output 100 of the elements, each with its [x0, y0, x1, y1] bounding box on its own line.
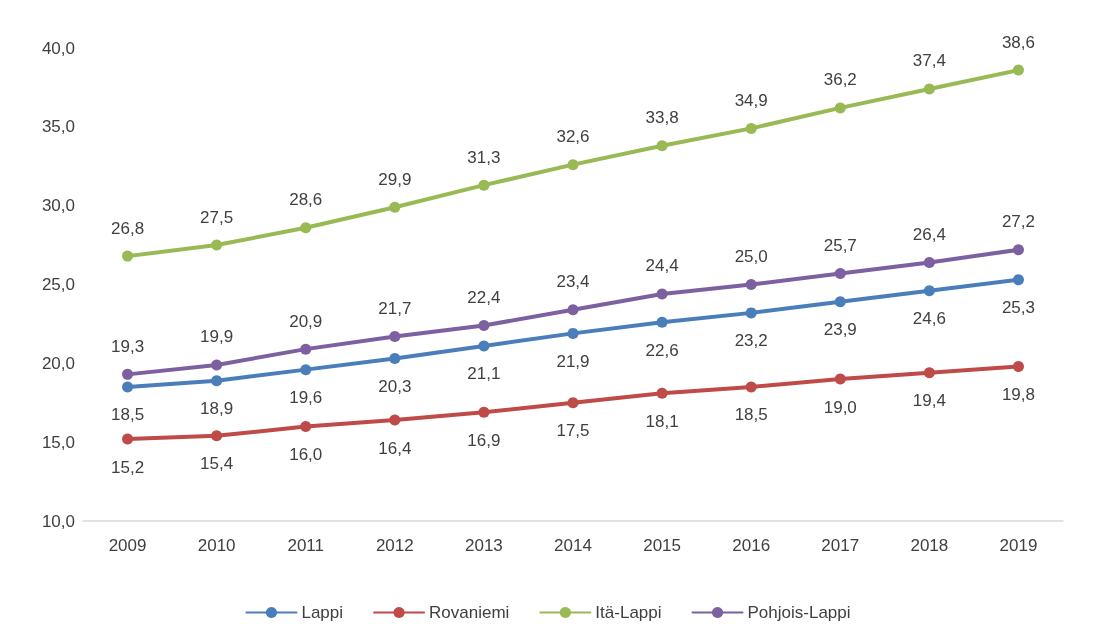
data-label: 33,8 [645, 108, 679, 128]
data-label: 31,3 [467, 147, 501, 167]
data-label: 15,2 [111, 457, 145, 477]
data-label: 18,9 [200, 399, 234, 419]
y-tick-label: 30,0 [41, 196, 75, 216]
data-label: 18,5 [734, 405, 768, 425]
x-tick-label: 2012 [375, 536, 414, 555]
data-label: 28,6 [289, 190, 323, 210]
x-tick-label: 2019 [999, 536, 1038, 555]
point [567, 159, 579, 171]
data-label: 16,4 [378, 438, 412, 458]
point [1012, 64, 1024, 76]
point [923, 83, 935, 95]
x-tick-label: 2015 [643, 536, 681, 555]
legend-label: Lappi [301, 603, 344, 622]
data-label: 19,8 [1001, 384, 1035, 404]
point [300, 343, 312, 355]
data-label: 27,5 [200, 207, 234, 227]
point [656, 288, 668, 300]
data-label: 16,9 [467, 430, 501, 450]
point [745, 307, 757, 319]
point [1012, 274, 1024, 286]
data-label: 25,0 [734, 247, 768, 266]
point [834, 296, 846, 308]
x-tick-label: 2009 [108, 536, 147, 555]
y-tick-label: 25,0 [41, 275, 75, 294]
point [923, 256, 935, 268]
data-label: 20,9 [289, 311, 323, 331]
data-label: 36,2 [823, 70, 857, 90]
data-label: 38,6 [1001, 32, 1035, 52]
point [745, 279, 757, 290]
data-label: 27,2 [1001, 212, 1035, 232]
data-label: 25,7 [823, 235, 857, 255]
point [389, 414, 401, 426]
data-label: 16,0 [289, 444, 323, 464]
y-tick-label: 40,0 [41, 38, 75, 58]
data-label: 20,3 [378, 377, 412, 397]
data-label: 23,2 [734, 331, 768, 351]
point [567, 304, 579, 316]
point [211, 239, 223, 251]
x-tick-label: 2011 [287, 536, 325, 555]
point [567, 397, 579, 409]
point [389, 353, 401, 365]
point [300, 222, 312, 234]
point [122, 250, 134, 262]
data-label: 19,9 [200, 327, 234, 347]
data-label: 21,9 [556, 351, 590, 371]
data-label: 22,6 [645, 340, 679, 360]
point [478, 340, 490, 352]
data-label: 23,9 [823, 320, 857, 340]
data-label: 34,9 [734, 90, 768, 110]
x-tick-label: 2014 [554, 536, 592, 555]
y-tick-label: 10,0 [41, 511, 75, 531]
data-label: 29,9 [378, 169, 412, 189]
data-label: 37,4 [912, 51, 946, 71]
y-tick-label: 20,0 [41, 353, 75, 373]
data-label: 15,4 [200, 454, 234, 474]
data-label: 18,5 [111, 405, 145, 425]
point [1012, 360, 1024, 372]
point [389, 201, 401, 213]
data-label: 21,1 [467, 364, 501, 384]
x-tick-label: 2017 [821, 536, 860, 555]
x-tick-label: 2010 [197, 536, 236, 555]
x-tick-label: 2013 [465, 536, 503, 555]
data-label: 21,7 [378, 299, 412, 319]
point [211, 375, 223, 387]
point [300, 364, 312, 376]
legend-label: Itä-Lappi [595, 603, 662, 622]
data-label: 26,4 [912, 224, 946, 244]
point [656, 140, 668, 152]
data-label: 18,1 [645, 411, 679, 431]
data-label: 19,6 [289, 388, 323, 408]
point [122, 368, 134, 380]
point [211, 359, 223, 371]
point [656, 316, 668, 328]
point [745, 122, 757, 134]
point [122, 381, 134, 393]
point [300, 420, 312, 432]
legend-label: Rovaniemi [429, 603, 510, 622]
data-label: 19,0 [823, 397, 857, 417]
point [389, 331, 401, 343]
point [567, 327, 579, 339]
data-label: 24,4 [645, 256, 679, 276]
point [211, 430, 223, 442]
point [122, 433, 134, 445]
data-label: 19,4 [912, 391, 946, 411]
point [478, 179, 490, 191]
data-label: 23,4 [556, 272, 590, 292]
data-label: 25,3 [1001, 298, 1035, 318]
point [834, 267, 846, 279]
point [656, 387, 668, 399]
data-label: 32,6 [556, 127, 590, 147]
data-label: 24,6 [912, 309, 946, 329]
y-tick-label: 15,0 [41, 432, 75, 452]
point [745, 381, 757, 393]
point [1012, 244, 1024, 256]
x-tick-label: 2018 [910, 536, 949, 555]
point [478, 406, 490, 418]
legend-label: Pohjois-Lappi [747, 603, 851, 622]
point [834, 102, 846, 114]
